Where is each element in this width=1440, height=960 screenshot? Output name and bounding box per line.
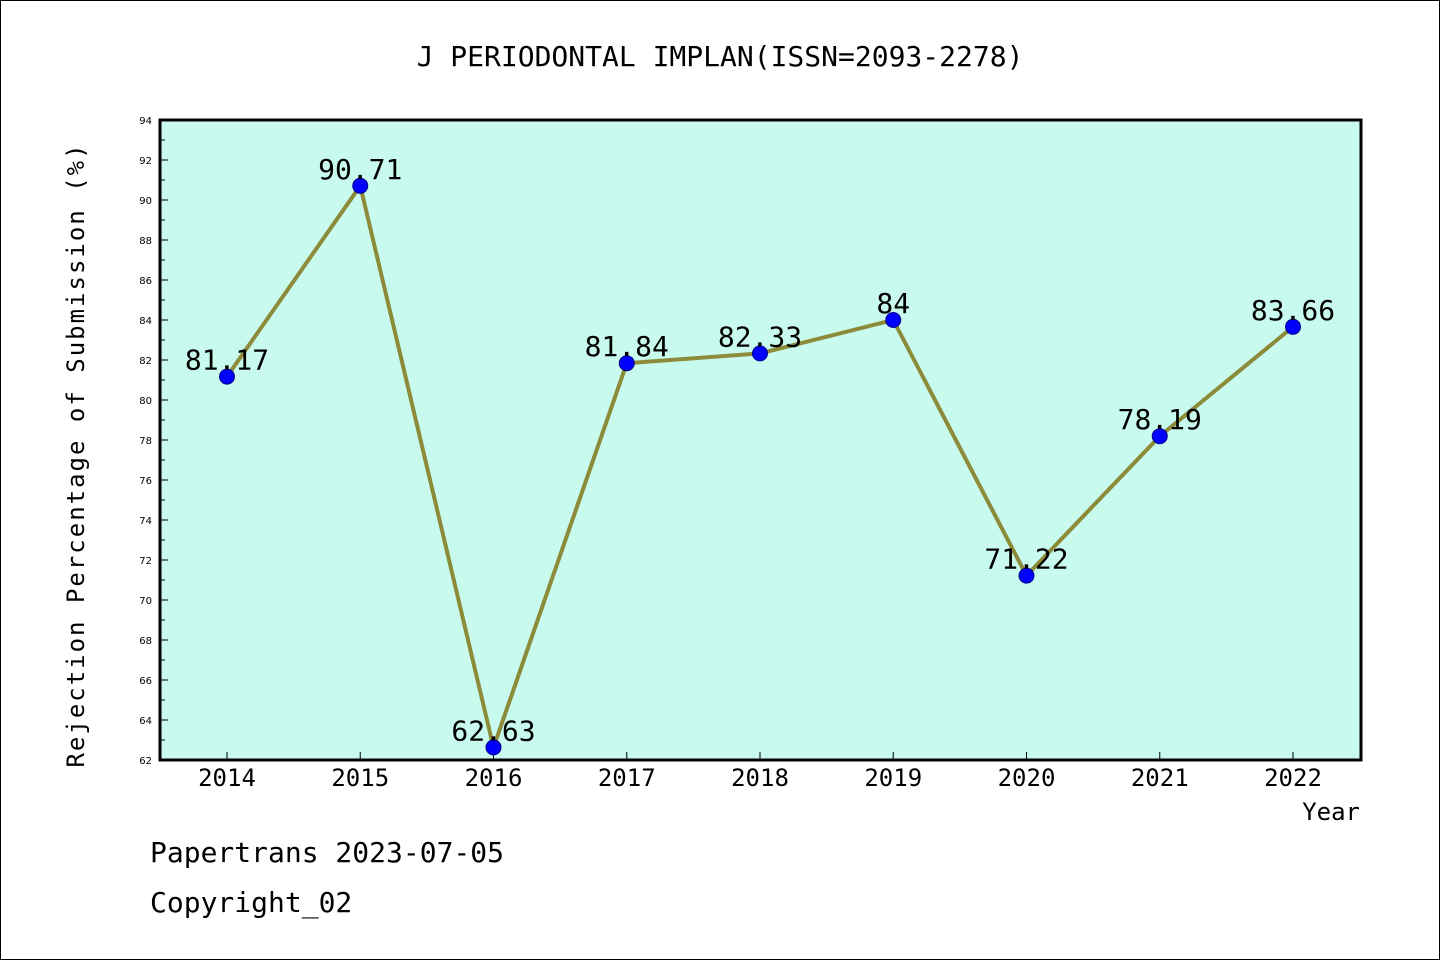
data-point: [618, 355, 635, 372]
y-tick-label: 88: [139, 236, 152, 247]
data-label: 83.66: [1251, 294, 1335, 327]
data-label: 81.17: [185, 344, 269, 377]
x-tick-label: 2014: [198, 764, 256, 792]
footer-date: Papertrans 2023-07-05: [150, 836, 505, 869]
x-tick-label: 2019: [864, 764, 922, 792]
x-tick-label: 2016: [465, 764, 523, 792]
footer-copyright: Copyright_02: [150, 886, 353, 919]
data-point: [352, 177, 369, 194]
y-tick-label: 66: [139, 676, 152, 687]
y-axis: 62 64 66 68 70 72 74 76 78 80 82 84 86 88 90 92 94: [139, 116, 168, 767]
data-point: [1285, 318, 1301, 335]
data-label: 62.63: [451, 714, 535, 747]
x-tick-label: 2020: [998, 764, 1056, 792]
data-label: 84: [876, 287, 910, 320]
y-tick-label: 62: [139, 756, 152, 767]
chart-title: J PERIODONTAL IMPLAN(ISSN=2093-2278): [417, 40, 1024, 73]
data-label: 71.22: [984, 543, 1068, 576]
x-tick-label: 2018: [731, 764, 789, 792]
data-markers: [219, 177, 1301, 756]
y-tick-label: 68: [139, 636, 152, 647]
data-label: 82.33: [718, 320, 802, 353]
data-point: [485, 739, 502, 756]
y-tick-label: 72: [139, 556, 152, 567]
y-axis-label: Rejection Percentage of Submission (%): [62, 142, 90, 767]
y-tick-label: 80: [139, 396, 152, 407]
y-tick-label: 64: [139, 716, 152, 727]
data-point: [885, 312, 902, 328]
data-label: 90.71: [318, 153, 402, 186]
x-tick-label: 2017: [598, 764, 656, 792]
data-point: [1018, 567, 1035, 584]
data-point: [752, 345, 768, 362]
y-tick-label: 92: [139, 156, 152, 167]
y-tick-label: 74: [139, 516, 152, 527]
y-tick-label: 94: [139, 116, 152, 127]
data-point: [1151, 428, 1168, 445]
data-point: [219, 368, 235, 385]
x-tick-label: 2021: [1131, 764, 1189, 792]
data-label: 81.84: [585, 330, 669, 363]
x-axis: 2014 2015 2016 2017 2018 2019 2020 2021 2022: [198, 752, 1322, 792]
y-tick-label: 86: [139, 276, 152, 287]
x-axis-label: Year: [1302, 798, 1360, 826]
y-tick-label: 78: [139, 436, 152, 447]
y-tick-label: 76: [139, 476, 152, 487]
y-tick-label: 84: [139, 316, 152, 327]
y-tick-label: 82: [139, 356, 152, 367]
y-tick-label: 70: [139, 596, 152, 607]
x-tick-label: 2022: [1264, 764, 1322, 792]
data-labels: 81.17 90.71 62.63 81.84 82.33 84 71.22 78.19 83.…: [185, 153, 1335, 748]
x-tick-label: 2015: [331, 764, 389, 792]
data-label: 78.19: [1118, 403, 1202, 436]
y-tick-label: 90: [139, 196, 152, 207]
